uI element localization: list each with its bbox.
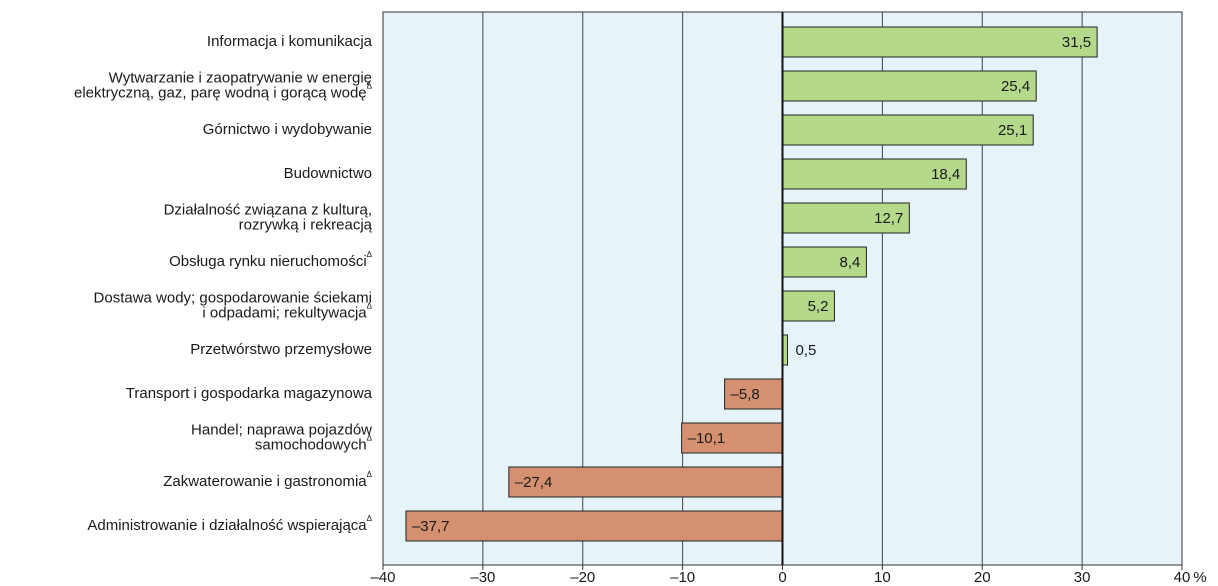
category-label-line: Działalność związana z kulturą, bbox=[164, 201, 372, 218]
category-label-line: Administrowanie i działalność wspierając… bbox=[87, 517, 367, 534]
category-label-line: Dostawa wody; gospodarowanie ściekami bbox=[94, 289, 372, 306]
value-label: –37,7 bbox=[412, 518, 450, 535]
value-label: –10,1 bbox=[688, 430, 726, 447]
category-label: Obsługa rynku nieruchomościΔ bbox=[169, 250, 373, 270]
bar bbox=[782, 202, 910, 234]
category-label-line: i odpadami; rekultywacja bbox=[202, 304, 367, 321]
category-label-line: Transport i gospodarka magazynowa bbox=[126, 385, 373, 402]
category-label-line: samochodowych bbox=[255, 436, 367, 453]
value-label: 31,5 bbox=[1062, 34, 1091, 51]
bar bbox=[782, 158, 967, 190]
category-label-line: rozrywką i rekreacją bbox=[239, 216, 373, 233]
value-label: 25,4 bbox=[1001, 78, 1030, 95]
category-label: rozrywką i rekreacją bbox=[239, 216, 373, 233]
value-label: 18,4 bbox=[931, 166, 960, 183]
category-label-line: Zakwaterowanie i gastronomia bbox=[163, 473, 367, 490]
footnote-mark: Δ bbox=[367, 302, 373, 311]
x-tick-label: 10 bbox=[874, 569, 891, 586]
category-label: Dostawa wody; gospodarowanie ściekami bbox=[94, 289, 372, 306]
category-label-line: Informacja i komunikacja bbox=[207, 33, 373, 50]
value-label: 8,4 bbox=[840, 254, 861, 271]
footnote-mark: Δ bbox=[367, 82, 373, 91]
category-label: Handel; naprawa pojazdów bbox=[191, 421, 372, 438]
category-label-line: elektryczną, gaz, parę wodną i gorącą wo… bbox=[74, 84, 367, 101]
x-tick-label: 40 bbox=[1174, 569, 1191, 586]
category-label-line: Wytwarzanie i zaopatrywanie w energię bbox=[109, 69, 372, 86]
value-label: 12,7 bbox=[874, 210, 903, 227]
footnote-mark: Δ bbox=[367, 434, 373, 443]
x-tick-label: 20 bbox=[974, 569, 991, 586]
category-label: Przetwórstwo przemysłowe bbox=[190, 341, 372, 358]
x-tick-label: –20 bbox=[570, 569, 595, 586]
category-label-line: Górnictwo i wydobywanie bbox=[203, 121, 372, 138]
value-label: –5,8 bbox=[731, 386, 760, 403]
category-label: Informacja i komunikacja bbox=[207, 33, 373, 50]
bar bbox=[508, 466, 783, 498]
bar bbox=[405, 510, 783, 542]
category-label: Administrowanie i działalność wspierając… bbox=[87, 514, 372, 534]
footnote-mark: Δ bbox=[367, 250, 373, 259]
category-label: elektryczną, gaz, parę wodną i gorącą wo… bbox=[74, 82, 373, 102]
bar bbox=[782, 246, 867, 278]
value-label: 0,5 bbox=[795, 342, 816, 359]
x-tick-label: 0 bbox=[778, 569, 786, 586]
value-label: –27,4 bbox=[515, 474, 553, 491]
category-label: Budownictwo bbox=[284, 165, 372, 182]
category-label: i odpadami; rekultywacjaΔ bbox=[202, 302, 372, 322]
category-label: samochodowychΔ bbox=[255, 434, 373, 454]
value-label: 25,1 bbox=[998, 122, 1027, 139]
bar bbox=[782, 70, 1037, 102]
x-tick-label: 30 bbox=[1074, 569, 1091, 586]
category-label-line: Handel; naprawa pojazdów bbox=[191, 421, 372, 438]
category-label: Wytwarzanie i zaopatrywanie w energię bbox=[109, 69, 372, 86]
bar bbox=[782, 290, 835, 322]
bar bbox=[782, 114, 1034, 146]
bar bbox=[782, 26, 1098, 58]
x-tick-label: –30 bbox=[470, 569, 495, 586]
category-label-line: Przetwórstwo przemysłowe bbox=[190, 341, 372, 358]
category-label: Górnictwo i wydobywanie bbox=[203, 121, 372, 138]
category-label: Transport i gospodarka magazynowa bbox=[126, 385, 373, 402]
bar bbox=[724, 378, 784, 410]
category-label-line: Budownictwo bbox=[284, 165, 372, 182]
x-tick-label: –10 bbox=[670, 569, 695, 586]
category-label: Zakwaterowanie i gastronomiaΔ bbox=[163, 470, 372, 490]
category-label-line: Obsługa rynku nieruchomości bbox=[169, 253, 367, 270]
footnote-mark: Δ bbox=[367, 470, 373, 479]
x-unit: % bbox=[1193, 569, 1206, 586]
footnote-mark: Δ bbox=[367, 514, 373, 523]
x-tick-label: –40 bbox=[370, 569, 395, 586]
category-label: Działalność związana z kulturą, bbox=[164, 201, 372, 218]
value-label: 5,2 bbox=[808, 298, 829, 315]
